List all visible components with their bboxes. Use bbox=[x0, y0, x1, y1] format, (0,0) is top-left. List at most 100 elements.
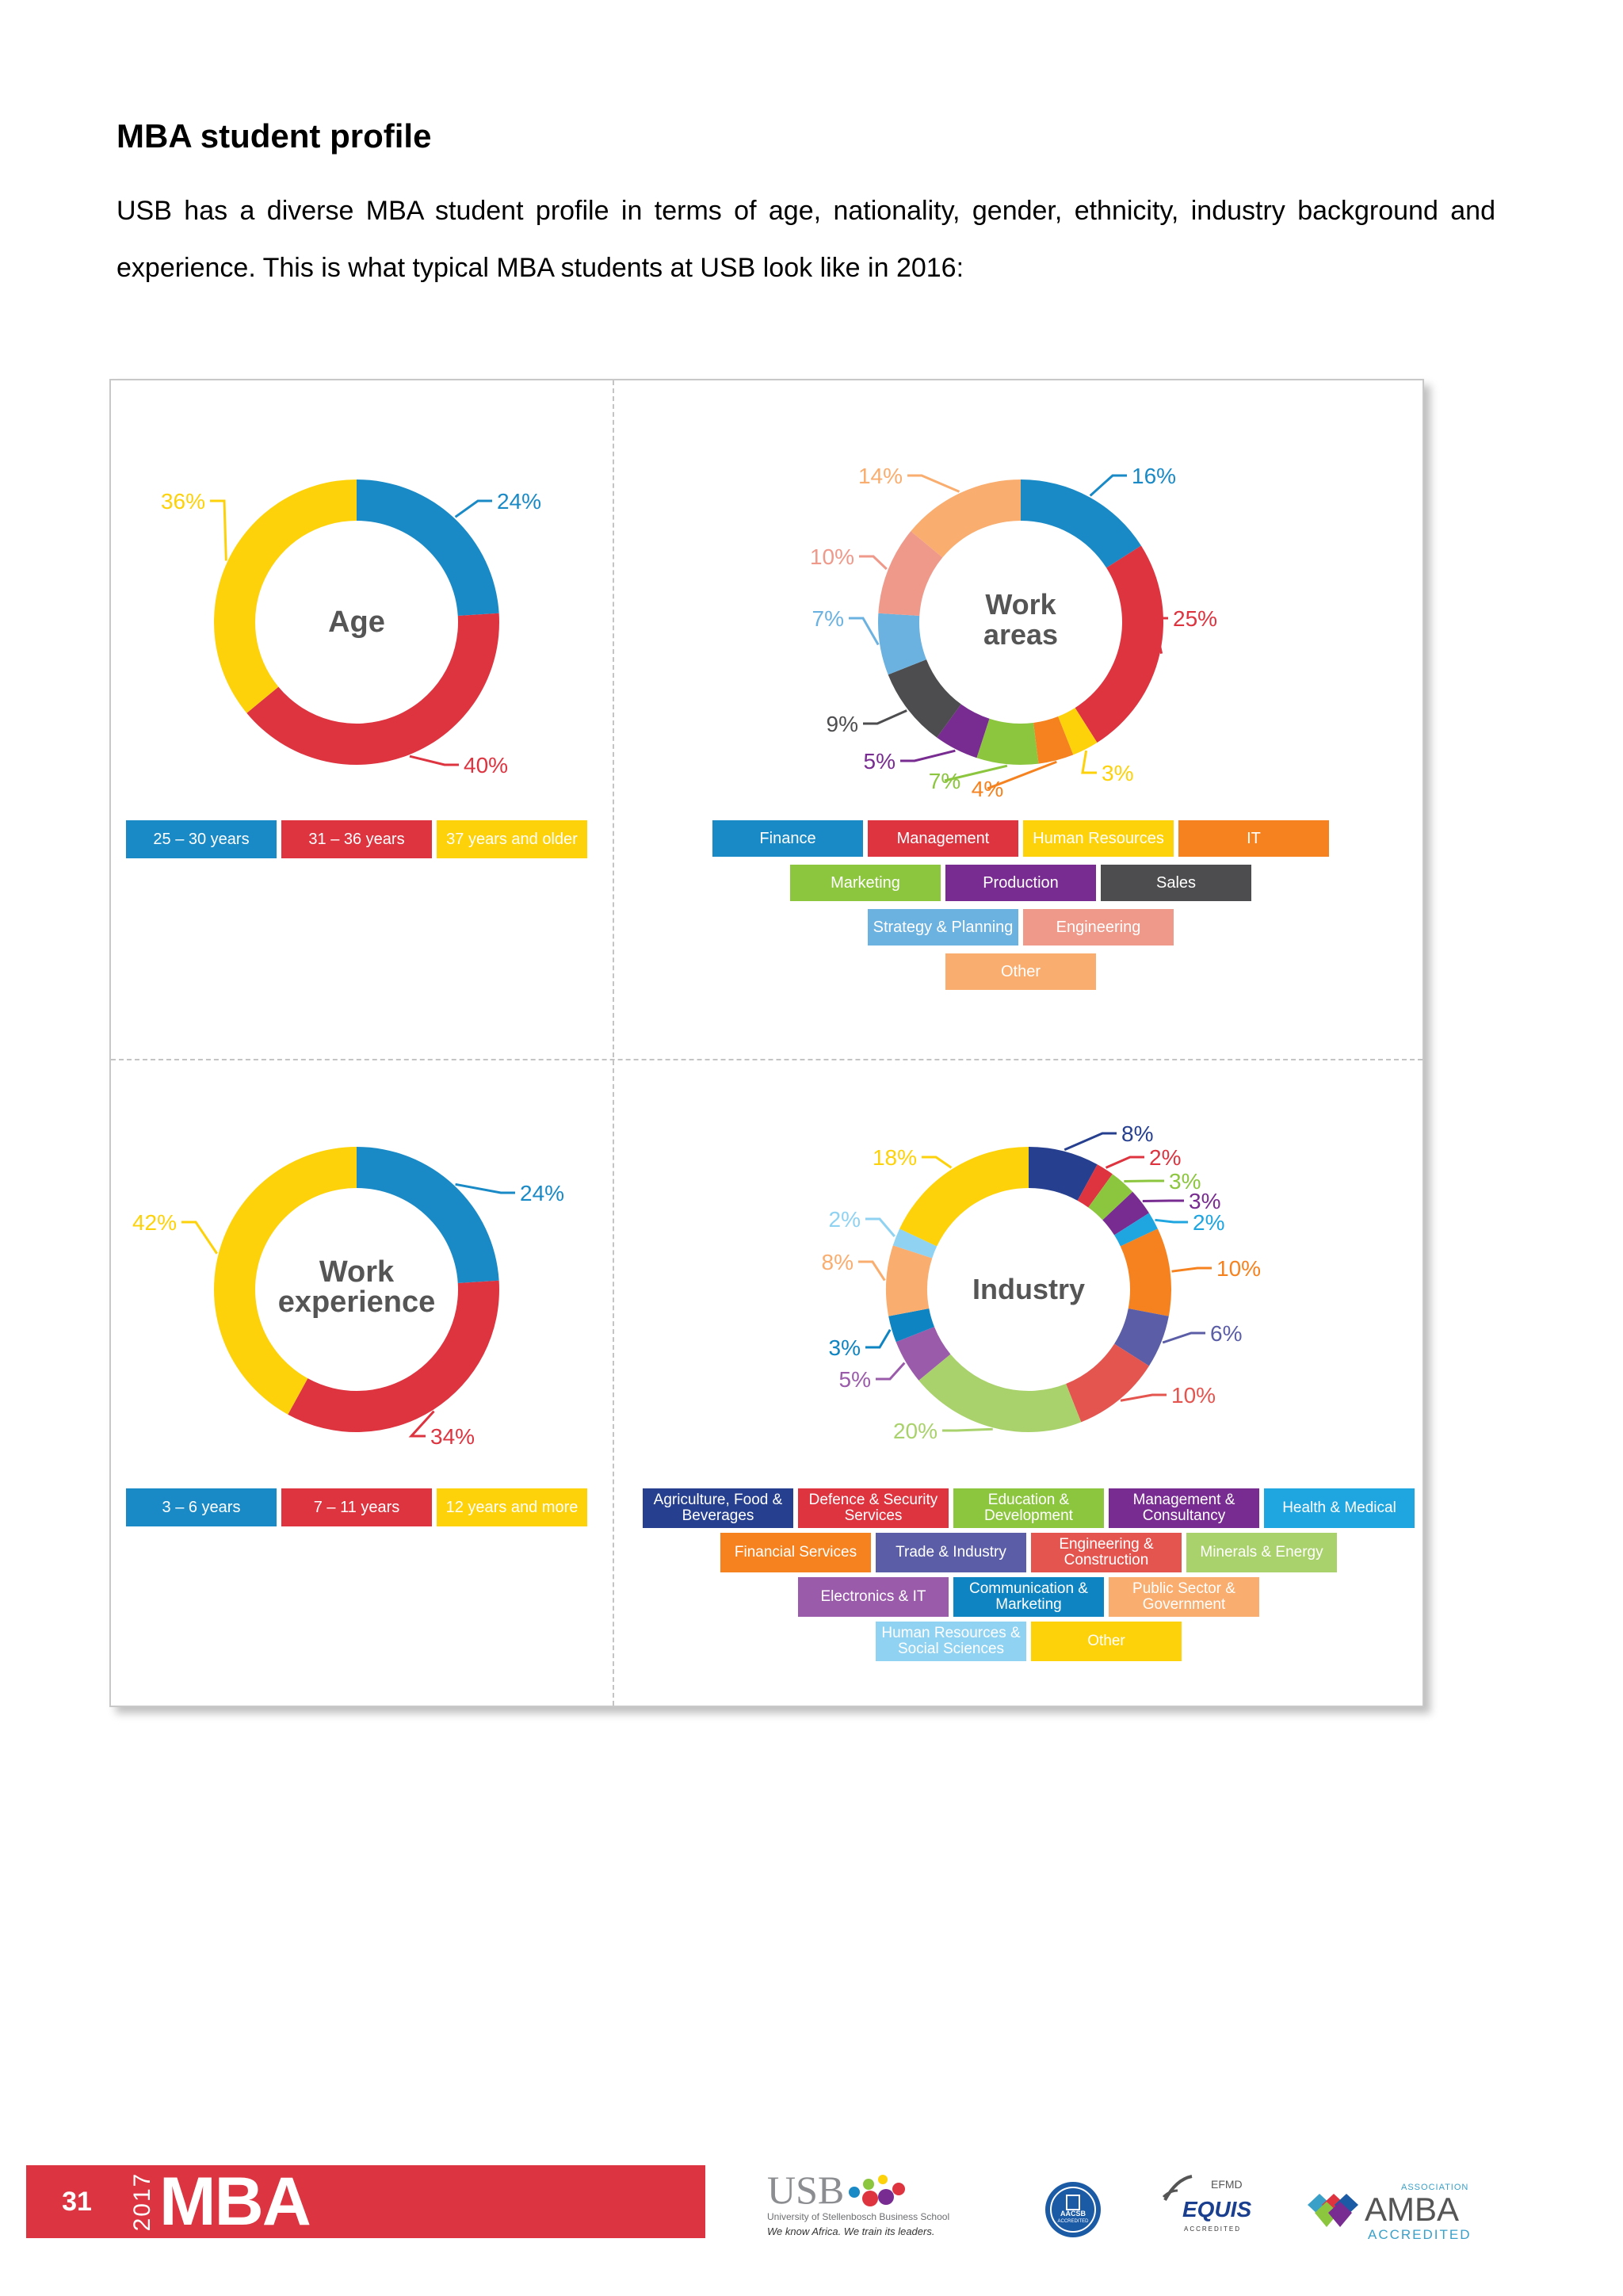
donut-0-leader-0 bbox=[454, 499, 492, 518]
donut-3-label-7: 10% bbox=[1171, 1383, 1216, 1408]
donut-3-label-1: 2% bbox=[1149, 1145, 1181, 1170]
amba-subtext: ACCREDITED bbox=[1368, 2227, 1472, 2242]
donut-1-label-8: 10% bbox=[810, 544, 854, 569]
donut-3-leader-4 bbox=[1155, 1218, 1188, 1224]
legend-0-item-2: 37 years and older bbox=[437, 820, 587, 858]
horizontal-divider bbox=[111, 1059, 1423, 1060]
legend-1-item-5: Production bbox=[945, 865, 1096, 901]
donut-0-label-0: 24% bbox=[497, 489, 541, 514]
donut-1-leader-6 bbox=[863, 709, 907, 725]
legend-1-item-0: Finance bbox=[712, 820, 863, 857]
donut-2-title: experience bbox=[278, 1286, 436, 1319]
donut-3-leader-13 bbox=[922, 1156, 953, 1169]
legend-3-item-1: Defence & Security Services bbox=[798, 1488, 949, 1528]
donut-2-leader-2 bbox=[181, 1221, 218, 1255]
legend-3-item-2: Education & Development bbox=[953, 1488, 1104, 1528]
donut-1-slice-7 bbox=[878, 613, 926, 675]
legend-3-item-4: Health & Medical bbox=[1264, 1488, 1415, 1528]
charts-canvas: 24%40%36%Age16%25%3%4%7%5%9%7%10%14%Work… bbox=[132, 464, 1261, 1449]
donut-0-slice-1 bbox=[246, 613, 499, 765]
page-heading: MBA student profile bbox=[116, 117, 432, 155]
donut-1-label-6: 9% bbox=[827, 712, 858, 736]
donut-0-slice-0 bbox=[357, 479, 499, 616]
donut-1-slice-1 bbox=[1075, 545, 1163, 743]
donut-2-leader-0 bbox=[455, 1182, 515, 1194]
donut-1-slice-5 bbox=[937, 704, 990, 758]
donut-3-leader-6 bbox=[1162, 1331, 1205, 1344]
legend-3-item-11: Public Sector & Government bbox=[1109, 1577, 1259, 1617]
aacsb-seal: AACSB ACCREDITED bbox=[1044, 2181, 1102, 2238]
legend-3-item-6: Trade & Industry bbox=[876, 1533, 1026, 1572]
donut-3-slice-12 bbox=[892, 1228, 938, 1259]
donut-3-slice-3 bbox=[1102, 1191, 1149, 1236]
donut-0-leader-1 bbox=[409, 755, 459, 766]
amba-text: AMBA bbox=[1365, 2191, 1460, 2228]
donut-1-slice-3 bbox=[1033, 716, 1074, 764]
infographic-panel: 24% 40% 36% Age 16% 25% 3% 4% 7% 5% 9% 7% 10% 14% Work… bbox=[109, 379, 1424, 1707]
donut-3-leader-10 bbox=[865, 1329, 892, 1349]
donut-1-slice-4 bbox=[976, 718, 1039, 765]
donut-3-slice-8 bbox=[918, 1354, 1082, 1432]
donut-3-label-5: 10% bbox=[1216, 1256, 1261, 1281]
usb-dots-icon bbox=[849, 2175, 905, 2206]
donut-0-slice-2 bbox=[213, 479, 357, 713]
donut-1-slice-8 bbox=[878, 531, 943, 616]
donut-1-leader-1 bbox=[1152, 617, 1168, 655]
donut-0: 24% 40% 36% Age bbox=[161, 479, 541, 777]
donut-1-title: Work bbox=[985, 588, 1056, 621]
donut-2-slice-2 bbox=[213, 1147, 357, 1415]
legend-0-item-0: 25 – 30 years bbox=[126, 820, 277, 858]
donut-3-slice-0 bbox=[1029, 1147, 1098, 1201]
donut-1-title: areas bbox=[983, 618, 1058, 651]
amba-top-text: ASSOCIATION bbox=[1401, 2183, 1469, 2192]
donut-1-slice-0 bbox=[1021, 479, 1141, 568]
vertical-divider bbox=[613, 380, 614, 1706]
donut-1-leader-2 bbox=[1081, 750, 1097, 774]
donut-1-slice-9 bbox=[911, 479, 1021, 558]
donut-3-leader-12 bbox=[865, 1217, 896, 1237]
donut-3-slice-4 bbox=[1114, 1213, 1158, 1247]
donut-3-leader-8 bbox=[942, 1427, 993, 1432]
donut-3-label-11: 8% bbox=[822, 1250, 854, 1274]
legend-1-item-8: Engineering bbox=[1023, 909, 1174, 946]
donut-3-title: Industry bbox=[972, 1273, 1085, 1305]
donut-3-label-8: 20% bbox=[893, 1419, 938, 1443]
donut-1-slice-2 bbox=[1058, 708, 1098, 755]
donut-2-label-0: 24% bbox=[520, 1181, 564, 1205]
legend-1-item-6: Sales bbox=[1101, 865, 1251, 901]
page-number: 31 bbox=[62, 2186, 92, 2217]
usb-wordmark: USB bbox=[767, 2168, 845, 2212]
donut-3-leader-5 bbox=[1171, 1266, 1212, 1273]
donut-3-leader-1 bbox=[1105, 1156, 1144, 1169]
donut-3-slice-2 bbox=[1088, 1174, 1133, 1221]
equis-text: EQUIS bbox=[1182, 2197, 1252, 2222]
legend-3-item-0: Agriculture, Food & Beverages bbox=[643, 1488, 793, 1528]
donut-2-label-1: 34% bbox=[430, 1424, 475, 1449]
donut-0-label-1: 40% bbox=[464, 753, 508, 777]
legend-3-item-10: Communication & Marketing bbox=[953, 1577, 1104, 1617]
donut-2-label-2: 42% bbox=[132, 1210, 177, 1235]
legend-3-item-3: Management & Consultancy bbox=[1109, 1488, 1259, 1528]
donut-3-label-4: 2% bbox=[1193, 1210, 1224, 1235]
donut-1-label-2: 3% bbox=[1102, 761, 1133, 785]
donut-1-leader-5 bbox=[900, 749, 956, 762]
donut-1-label-9: 14% bbox=[858, 464, 903, 488]
aacsb-text: AACSB bbox=[1060, 2210, 1086, 2218]
donut-3-label-3: 3% bbox=[1189, 1189, 1220, 1213]
legend-3-item-7: Engineering & Construction bbox=[1031, 1533, 1182, 1572]
legend-3-item-13: Other bbox=[1031, 1622, 1182, 1661]
donut-1-label-1: 25% bbox=[1173, 606, 1217, 631]
donut-2-title: Work bbox=[319, 1255, 395, 1289]
donut-3-leader-11 bbox=[858, 1260, 886, 1282]
donut-3-slice-11 bbox=[886, 1245, 933, 1316]
legend-1-item-9: Other bbox=[945, 953, 1096, 990]
donut-3-slice-5 bbox=[1120, 1228, 1171, 1316]
program-label: MBA bbox=[159, 2163, 311, 2240]
donut-1-leader-7 bbox=[849, 617, 880, 646]
legend-2-item-0: 3 – 6 years bbox=[126, 1488, 277, 1526]
donut-3-slice-6 bbox=[1114, 1308, 1169, 1366]
donut-3-slice-9 bbox=[896, 1327, 951, 1381]
legend-3-item-12: Human Resources & Social Sciences bbox=[876, 1622, 1026, 1661]
legend-1-item-1: Management bbox=[868, 820, 1018, 857]
